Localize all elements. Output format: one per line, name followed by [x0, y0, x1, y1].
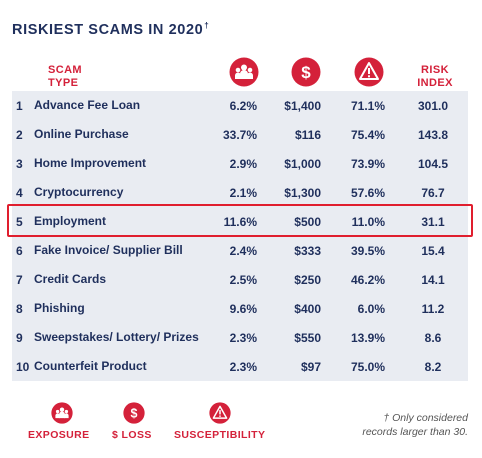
- row-risk-index: 8.2: [424, 359, 442, 374]
- row-exposure: 2.5%: [229, 272, 257, 287]
- row-scam-type: Cryptocurrency: [34, 185, 124, 199]
- header-risk-index: RISK INDEX: [417, 64, 453, 89]
- table-row: 3 Home Improvement 2.9% $1,000 73.9% 104.5: [12, 149, 468, 178]
- table-row: 6 Fake Invoice/ Supplier Bill 2.4% $333 39.5…: [12, 236, 468, 265]
- row-risk-index: 31.1: [421, 214, 445, 229]
- row-loss: $1,000: [284, 156, 321, 171]
- row-rank: 8: [16, 301, 23, 316]
- header-scam-type: SCAM TYPE: [48, 64, 82, 89]
- legend-exposure-label: EXPOSURE: [28, 429, 90, 441]
- row-exposure: 11.6%: [223, 214, 257, 229]
- dollar-icon: $: [291, 57, 321, 87]
- row-loss: $1,300: [284, 185, 321, 200]
- table-row: 5 Employment 11.6% $500 11.0% 31.1: [12, 207, 468, 236]
- row-risk-index: 14.1: [421, 272, 445, 287]
- row-loss: $333: [294, 243, 321, 258]
- row-rank: 2: [16, 127, 23, 142]
- footnote: † Only considered records larger than 30…: [362, 412, 468, 438]
- row-scam-type: Employment: [34, 214, 107, 228]
- row-loss: $97: [300, 359, 321, 374]
- row-susceptibility: 11.0%: [351, 214, 385, 229]
- row-loss: $550: [294, 330, 321, 345]
- row-loss: $250: [294, 272, 321, 287]
- row-exposure: 2.3%: [229, 359, 257, 374]
- row-risk-index: 76.7: [421, 185, 445, 200]
- row-susceptibility: 39.5%: [350, 243, 385, 258]
- table-row: 1 Advance Fee Loan 6.2% $1,400 71.1% 301.0: [12, 91, 468, 120]
- row-susceptibility: 75.0%: [350, 359, 385, 374]
- row-loss: $400: [294, 301, 321, 316]
- row-rank: 5: [16, 214, 23, 229]
- row-risk-index: 104.5: [417, 156, 449, 171]
- row-risk-index: 301.0: [417, 98, 449, 113]
- row-exposure: 2.4%: [229, 243, 257, 258]
- table-row: 4 Cryptocurrency 2.1% $1,300 57.6% 76.7: [12, 178, 468, 207]
- table-row: 10 Counterfeit Product 2.3% $97 75.0% 8.2: [12, 352, 468, 381]
- row-susceptibility: 57.6%: [350, 185, 385, 200]
- legend-loss-label: $ LOSS: [112, 429, 152, 441]
- row-loss: $1,400: [284, 98, 321, 113]
- legend-dollar-icon: $: [123, 402, 145, 424]
- row-risk-index: 15.4: [421, 243, 445, 258]
- table-row: 7 Credit Cards 2.5% $250 46.2% 14.1: [12, 265, 468, 294]
- svg-text:$: $: [301, 63, 311, 82]
- table-row: 2 Online Purchase 33.7% $116 75.4% 143.8: [12, 120, 468, 149]
- row-rank: 6: [16, 243, 23, 258]
- row-rank: 4: [16, 185, 23, 200]
- row-exposure: 6.2%: [229, 98, 257, 113]
- row-susceptibility: 71.1%: [350, 98, 385, 113]
- row-loss: $500: [294, 214, 321, 229]
- legend-warning-icon: [209, 402, 231, 424]
- row-loss: $116: [294, 127, 321, 142]
- row-rank: 1: [16, 98, 23, 113]
- row-exposure: 33.7%: [222, 127, 257, 142]
- title-footnote-mark: †: [204, 21, 210, 30]
- row-susceptibility: 46.2%: [350, 272, 385, 287]
- table-row: 9 Sweepstakes/ Lottery/ Prizes 2.3% $550 13.…: [12, 323, 468, 352]
- row-rank: 10: [16, 359, 30, 374]
- row-risk-index: 8.6: [424, 330, 442, 345]
- highlight-box: [7, 204, 473, 237]
- row-risk-index: 11.2: [421, 301, 445, 316]
- row-rank: 3: [16, 156, 23, 171]
- row-exposure: 2.1%: [229, 185, 257, 200]
- row-scam-type: Fake Invoice/ Supplier Bill: [34, 243, 183, 257]
- row-scam-type: Phishing: [34, 301, 85, 315]
- row-scam-type: Counterfeit Product: [34, 359, 147, 373]
- warning-icon: [354, 57, 384, 87]
- row-scam-type: Advance Fee Loan: [34, 98, 141, 112]
- table-row: 8 Phishing 9.6% $400 6.0% 11.2: [12, 294, 468, 323]
- legend-exposure-icon: [51, 402, 73, 424]
- row-scam-type: Sweepstakes/ Lottery/ Prizes: [34, 330, 199, 344]
- row-risk-index: 143.8: [417, 127, 449, 142]
- row-exposure: 2.3%: [229, 330, 257, 345]
- row-exposure: 9.6%: [229, 301, 257, 316]
- row-rank: 7: [16, 272, 23, 287]
- people-group-icon: [229, 57, 259, 87]
- row-scam-type: Credit Cards: [34, 272, 107, 286]
- row-susceptibility: 75.4%: [350, 127, 385, 142]
- row-susceptibility: 6.0%: [357, 301, 385, 316]
- row-scam-type: Home Improvement: [34, 156, 147, 170]
- legend-susceptibility-label: SUSCEPTIBILITY: [174, 429, 266, 441]
- row-rank: 9: [16, 330, 23, 345]
- row-susceptibility: 73.9%: [350, 156, 385, 171]
- svg-text:$: $: [131, 406, 138, 420]
- row-scam-type: Online Purchase: [34, 127, 129, 141]
- row-susceptibility: 13.9%: [350, 330, 385, 345]
- row-exposure: 2.9%: [229, 156, 257, 171]
- chart-title: RISKIEST SCAMS IN 2020†: [12, 21, 210, 38]
